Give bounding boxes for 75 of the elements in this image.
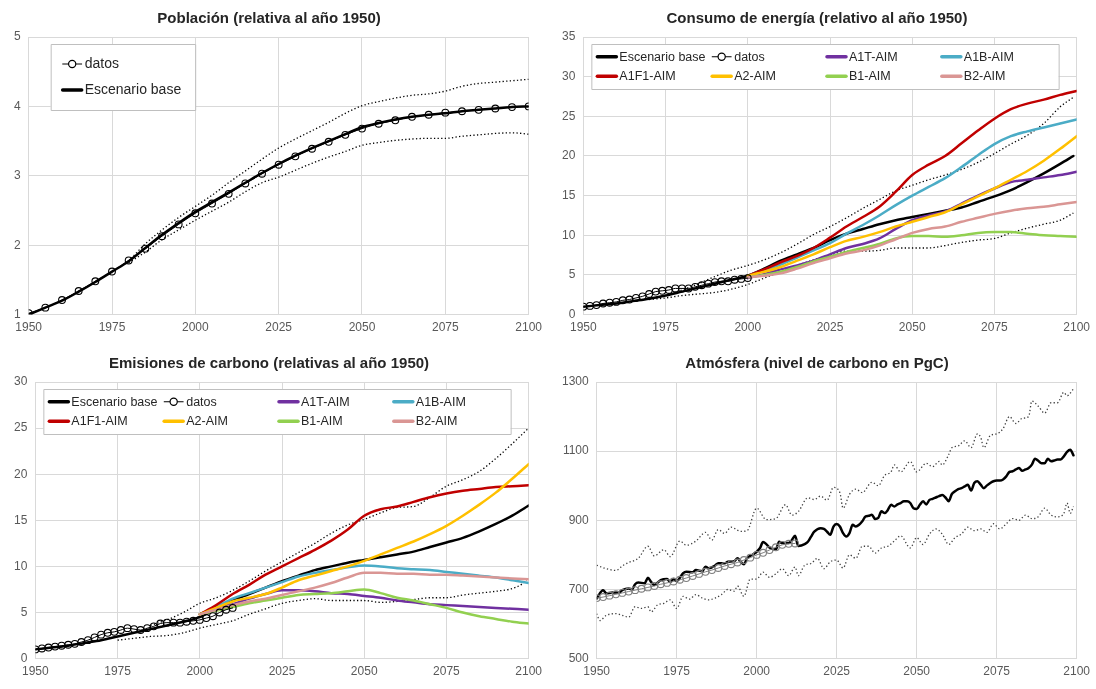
x-tick-label: 2075 — [983, 664, 1011, 679]
y-tick-label: 900 — [568, 512, 590, 527]
y-tick-label: 500 — [568, 650, 590, 665]
legend-label: datos — [186, 394, 217, 409]
y-tick-label: 700 — [568, 581, 590, 596]
x-tick-label: 1975 — [652, 320, 680, 335]
x-tick-label: 1975 — [98, 320, 126, 335]
legend-label: A1F1-AIM — [71, 414, 128, 429]
y-tick-label: 1300 — [561, 374, 590, 389]
x-tick-label: 2000 — [181, 320, 209, 335]
legend-label: Escenario base — [619, 49, 706, 64]
x-tick-label: 1975 — [663, 664, 691, 679]
y-tick-label: 15 — [561, 187, 576, 202]
y-tick-label: 0 — [20, 650, 28, 665]
x-tick-label: 2025 — [816, 320, 844, 335]
y-tick-label: 10 — [561, 227, 576, 242]
legend-label: B1-AIM — [301, 414, 343, 429]
legend-label: Escenario base — [84, 81, 182, 98]
x-tick-label: 2075 — [431, 320, 459, 335]
x-tick-label: 2050 — [903, 664, 931, 679]
legend-label: A1T-AIM — [849, 49, 898, 64]
chart-title: Emisiones de carbono (relativas al año 1950) — [108, 354, 430, 372]
y-tick-label: 10 — [13, 558, 28, 573]
x-tick-label: 1975 — [104, 664, 132, 679]
x-tick-label: 2075 — [981, 320, 1009, 335]
legend-label: datos — [84, 55, 119, 72]
y-tick-label: 3 — [13, 168, 21, 183]
legend-label: B1-AIM — [849, 69, 891, 84]
legend-label: Escenario base — [71, 394, 158, 409]
y-tick-label: 1 — [13, 306, 21, 321]
legend-label: B2-AIM — [963, 69, 1006, 84]
chart-title: Atmósfera (nivel de carbono en PgC) — [685, 354, 949, 372]
y-tick-label: 5 — [568, 267, 576, 282]
y-tick-label: 30 — [13, 374, 28, 389]
chart-title: Consumo de energía (relativo al año 1950) — [666, 9, 968, 27]
legend-label: datos — [734, 49, 765, 64]
x-tick-label: 1950 — [583, 664, 611, 679]
x-tick-label: 2025 — [265, 320, 293, 335]
x-tick-label: 2025 — [823, 664, 851, 679]
legend-label: A2-AIM — [734, 69, 776, 84]
x-tick-label: 2075 — [433, 664, 461, 679]
y-tick-label: 15 — [13, 512, 28, 527]
legend-label: A1B-AIM — [963, 49, 1014, 64]
legend-label: A1F1-AIM — [619, 69, 676, 84]
y-tick-label: 0 — [568, 306, 576, 321]
y-tick-label: 5 — [13, 29, 21, 44]
x-tick-label: 1950 — [570, 320, 598, 335]
x-tick-label: 2000 — [743, 664, 771, 679]
x-tick-label: 1950 — [15, 320, 43, 335]
x-tick-label: 2100 — [515, 320, 543, 335]
legend-label: A2-AIM — [186, 414, 228, 429]
legend-label: B2-AIM — [415, 414, 458, 429]
x-tick-label: 2100 — [1063, 664, 1091, 679]
legend-label: A1B-AIM — [415, 394, 466, 409]
x-tick-label: 2100 — [1063, 320, 1091, 335]
y-tick-label: 2 — [13, 237, 21, 252]
y-tick-label: 4 — [13, 98, 21, 113]
y-tick-label: 20 — [13, 466, 28, 481]
y-tick-label: 25 — [13, 420, 28, 435]
y-tick-label: 5 — [20, 604, 28, 619]
x-tick-label: 2050 — [348, 320, 376, 335]
y-tick-label: 1100 — [562, 443, 590, 458]
y-tick-label: 30 — [561, 68, 576, 83]
y-tick-label: 20 — [561, 148, 576, 163]
x-tick-label: 2100 — [515, 664, 543, 679]
legend-label: A1T-AIM — [301, 394, 350, 409]
x-tick-label: 2050 — [898, 320, 926, 335]
x-tick-label: 2050 — [350, 664, 378, 679]
y-tick-label: 25 — [561, 108, 576, 123]
chart-title: Población (relativa al año 1950) — [157, 9, 381, 27]
x-tick-label: 1950 — [22, 664, 50, 679]
y-tick-label: 35 — [561, 29, 576, 44]
x-tick-label: 2000 — [186, 664, 214, 679]
x-tick-label: 2000 — [734, 320, 762, 335]
x-tick-label: 2025 — [268, 664, 296, 679]
